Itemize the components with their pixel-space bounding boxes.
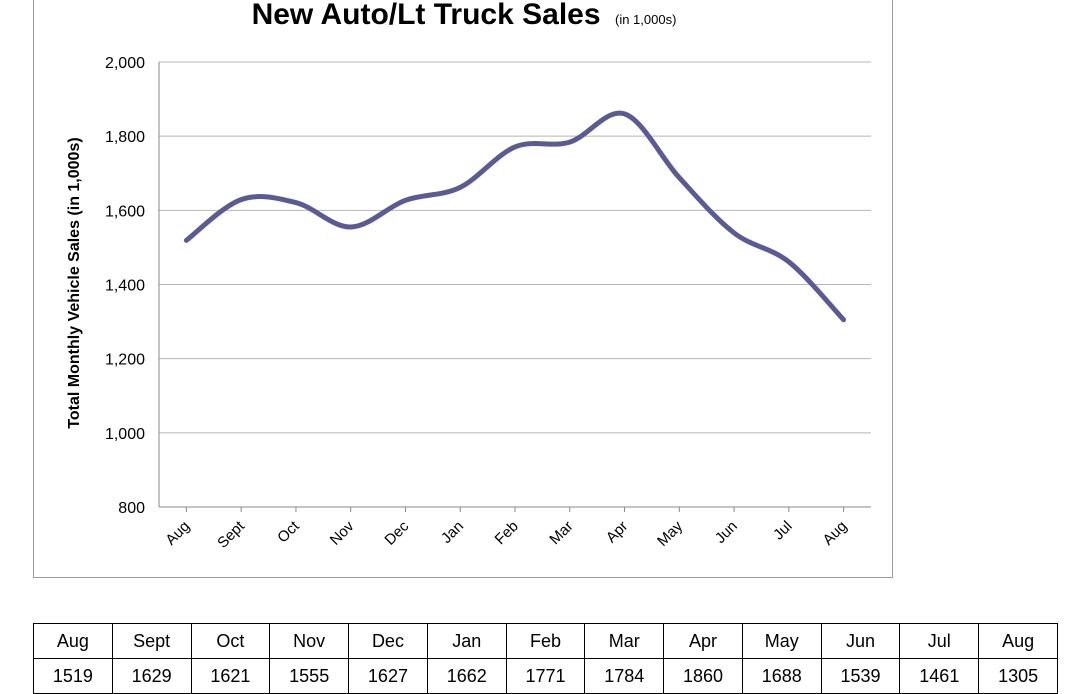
table-header-cell: Oct	[190, 623, 271, 659]
table-value-row: 1519 1629 1621 1555 1627 1662 1771 1784 1860 1688…	[33, 658, 1058, 694]
x-tick-label: Aug	[820, 518, 851, 549]
table-value-cell: 1519	[33, 658, 113, 694]
table-header-cell: May	[741, 623, 822, 659]
x-tick-label: Jan	[438, 518, 467, 547]
y-tick-label: 1,800	[105, 129, 145, 146]
table-header-cell: Jun	[820, 623, 901, 659]
y-tick-label: 800	[118, 500, 145, 517]
x-tick-label: Apr	[603, 518, 632, 547]
x-tick-label: Sept	[214, 517, 248, 551]
table-header-cell: Aug	[33, 623, 113, 659]
x-tick-label: Feb	[492, 518, 522, 548]
table-value-cell: 1629	[111, 658, 192, 694]
table-value-cell: 1539	[820, 658, 901, 694]
data-table: Aug Sept Oct Nov Dec Jan Feb Mar Apr May Jun Jul Aug…	[33, 623, 1058, 694]
x-tick-label: Jun	[712, 518, 741, 547]
y-tick-label: 1,400	[105, 278, 145, 295]
chart-title: New Auto/Lt Truck Sales (in 1,000s)	[252, 0, 677, 31]
chart-title-subtitle: (in 1,000s)	[615, 12, 676, 27]
x-tick-label: Nov	[327, 517, 358, 548]
x-tick-label: Mar	[546, 518, 576, 548]
y-axis-ticks: 800 1,000 1,200 1,400 1,600 1,800 2,000	[105, 55, 145, 517]
table-value-cell: 1555	[269, 658, 350, 694]
table-header-cell: Apr	[663, 623, 743, 659]
table-value-cell: 1860	[663, 658, 743, 694]
chart-title-main: New Auto/Lt Truck Sales	[252, 0, 601, 31]
line-chart: New Auto/Lt Truck Sales (in 1,000s) Tota…	[66, 0, 871, 552]
x-tick-label: May	[654, 517, 686, 549]
table-header-cell: Jan	[426, 623, 507, 659]
x-tick-label: Jul	[770, 518, 796, 544]
y-tick-label: 1,200	[105, 352, 145, 369]
x-tick-label: Dec	[381, 517, 412, 548]
table-header-cell: Mar	[584, 623, 665, 659]
table-value-cell: 1305	[978, 658, 1058, 694]
table-header-cell: Sept	[111, 623, 192, 659]
chart-frame: New Auto/Lt Truck Sales (in 1,000s) Tota…	[33, 0, 893, 578]
y-axis-label: Total Monthly Vehicle Sales (in 1,000s)	[66, 137, 83, 428]
table-value-cell: 1771	[505, 658, 586, 694]
series-line-0	[183, 110, 847, 323]
table-header-cell: Nov	[269, 623, 350, 659]
table-value-cell: 1621	[190, 658, 271, 694]
x-tick-label: Aug	[162, 518, 193, 549]
table-value-cell: 1662	[426, 658, 507, 694]
y-tick-label: 2,000	[105, 55, 145, 72]
table-value-cell: 1461	[899, 658, 980, 694]
table-value-cell: 1688	[741, 658, 822, 694]
table-header-cell: Aug	[978, 623, 1058, 659]
y-tick-label: 1,600	[105, 203, 145, 220]
series-group	[183, 110, 847, 323]
table-header-cell: Dec	[348, 623, 428, 659]
x-tick-label: Oct	[274, 517, 303, 546]
table-header-cell: Feb	[505, 623, 586, 659]
grid-lines	[158, 61, 871, 508]
table-value-cell: 1627	[348, 658, 428, 694]
x-axis-ticks: Aug Sept Oct Nov Dec Jan Feb Mar Apr May Jun Jul Aug	[162, 507, 850, 552]
table-header-row: Aug Sept Oct Nov Dec Jan Feb Mar Apr May Jun Jul Aug	[33, 623, 1058, 659]
y-tick-label: 1,000	[105, 426, 145, 443]
table-header-cell: Jul	[899, 623, 980, 659]
table-value-cell: 1784	[584, 658, 665, 694]
